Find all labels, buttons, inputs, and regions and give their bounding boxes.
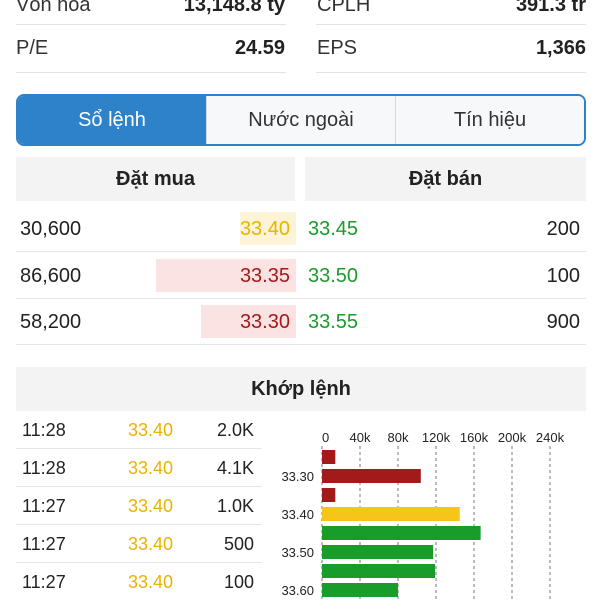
bid-volume-bar [156,258,296,292]
tab-order-book[interactable]: Sổ lệnh [18,96,206,144]
row-divider [16,344,586,345]
x-tick-label: 160k [460,430,489,445]
trade-time: 11:27 [22,534,66,554]
stat-value: 24.59 [234,36,285,59]
x-tick-label: 200k [498,430,527,445]
y-tick-label: 33.50 [281,545,314,560]
y-tick-label: 33.60 [281,583,314,598]
matched-trade-row: 11:27 33.40 1.0K [16,487,262,525]
x-tick-label: 0 [322,430,329,445]
stat-value: 391.3 tr [515,0,586,16]
sell-header: Đặt bán [305,157,586,201]
volume-bar [322,583,398,597]
stat-eps: EPS 1,366 [317,25,586,71]
trade-volume: 4.1K [216,458,254,478]
trade-price: 33.40 [128,572,174,592]
row-divider [16,524,262,525]
trade-time: 11:28 [22,420,66,440]
trade-price: 33.40 [128,496,174,516]
divider [316,72,586,73]
bid-price: 33.40 [239,218,290,240]
order-book-row[interactable]: 86,600 33.35 33.50 100 [16,253,586,299]
divider [316,24,586,25]
ask-price: 33.50 [308,264,359,287]
y-tick-label: 33.40 [281,507,314,522]
stats-row-2: P/E 24.59 EPS 1,366 [16,25,586,71]
bid-volume: 58,200 [20,311,82,333]
stat-pe: P/E 24.59 [16,25,301,71]
trade-price: 33.40 [128,534,174,554]
ask-volume: 100 [546,264,580,287]
bid-price: 33.30 [239,311,290,333]
stat-label: EPS [317,36,358,59]
stat-label: Vốn hóa [16,0,91,16]
volume-bar [322,507,460,521]
row-divider [16,297,586,299]
row-divider [16,251,586,252]
ask-price: 33.55 [308,311,359,333]
stat-label: CPLH [317,0,371,16]
trade-volume: 500 [223,534,254,554]
order-book-row[interactable]: 58,200 33.30 33.55 900 [16,299,586,345]
tab-foreign[interactable]: Nước ngoài [206,96,395,144]
divider [16,24,286,25]
volume-bar [322,488,336,502]
trade-price: 33.40 [128,420,174,440]
trade-price: 33.40 [128,458,174,478]
buy-header: Đặt mua [16,157,295,201]
trade-time: 11:27 [22,496,66,516]
volume-by-price-chart: 0 40k 80k 120k 160k 200k 240k 33.30 33.40 33.50 33… [281,430,565,600]
matched-header: Khớp lệnh [16,367,586,411]
volume-bar [322,450,336,464]
bid-volume-bar [201,305,296,338]
trade-time: 11:28 [22,458,66,478]
matched-trade-row: 11:27 33.40 100 [16,563,262,600]
volume-bar [322,564,436,578]
trade-volume: 100 [223,572,254,592]
stat-value: 1,366 [535,36,586,59]
bid-price: 33.35 [239,264,290,287]
trade-volume: 2.0K [216,420,254,440]
ask-price: 33.45 [308,218,359,240]
matched-trade-row: 11:27 33.40 500 [16,525,262,563]
trade-time: 11:27 [22,572,66,592]
trade-volume: 1.0K [216,496,254,516]
stats-row-1: Vốn hóa 13,148.8 tỷ CPLH 391.3 tr [16,0,586,28]
stat-label: P/E [16,36,49,59]
x-tick-label: 240k [536,430,565,445]
volume-bar [322,469,421,483]
x-tick-label: 120k [422,430,451,445]
tab-signals[interactable]: Tín hiệu [395,96,584,144]
x-tick-label: 40k [350,430,371,445]
row-divider [16,562,262,563]
ask-volume: 900 [546,311,580,333]
ask-volume: 200 [546,218,580,240]
stat-shares-outstanding: CPLH 391.3 tr [317,0,586,28]
y-tick-label: 33.30 [281,469,314,484]
bid-volume-bar [240,212,296,245]
matched-trade-row: 11:28 33.40 4.1K [16,449,262,487]
divider [16,72,286,73]
row-divider [16,486,262,487]
stat-market-cap: Vốn hóa 13,148.8 tỷ [16,0,301,28]
order-book-row[interactable]: 30,600 33.40 33.45 200 [16,206,586,252]
tab-bar: Sổ lệnh Nước ngoài Tín hiệu [16,94,586,146]
bid-volume: 86,600 [20,264,82,287]
stat-value: 13,148.8 tỷ [183,0,285,16]
volume-bar [322,526,481,540]
bid-volume: 30,600 [20,218,82,240]
matched-trade-row: 11:28 33.40 2.0K [16,411,262,449]
x-tick-label: 80k [388,430,409,445]
row-divider [16,448,262,449]
volume-bar [322,545,434,559]
